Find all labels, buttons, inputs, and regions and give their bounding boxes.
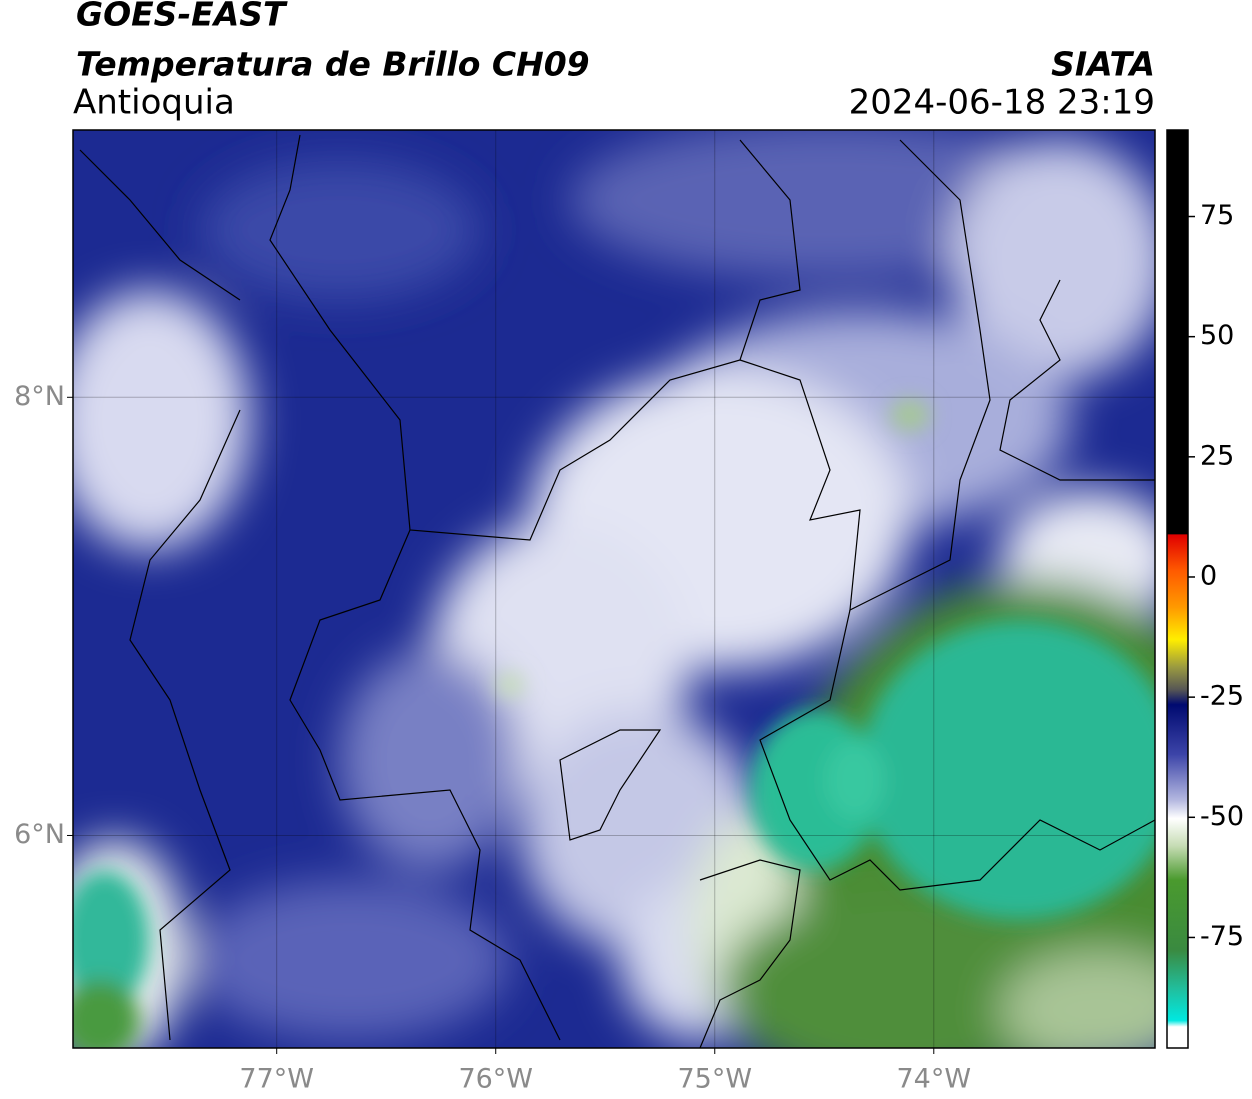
source: SIATA [1051, 45, 1155, 84]
x-tick-label: 76°W [458, 1064, 533, 1095]
colorbar-tick-label: -25 [1200, 681, 1244, 712]
colorbar-tick-label: 75 [1200, 200, 1234, 231]
y-tick-label: 8°N [14, 381, 65, 412]
colorbar-tick-label: -75 [1200, 921, 1244, 952]
title: GOES-EAST [76, 0, 288, 34]
satellite-image [73, 130, 1155, 1048]
region: Antioquia [73, 83, 235, 123]
colorbar-tick-label: 50 [1200, 320, 1234, 351]
map-frame [72, 129, 1156, 1049]
x-tick-label: 75°W [677, 1064, 752, 1095]
colorbar [1166, 129, 1189, 1049]
colorbar-ticks: 75 50 25 0 -25 -50 -75 [1188, 200, 1244, 952]
boundaries [79, 134, 1155, 1048]
x-tick-label: 77°W [239, 1064, 314, 1095]
y-tick-label: 6°N [14, 819, 65, 850]
timestamp: 2024-06-18 23:19 [849, 83, 1155, 123]
colorbar-tick-label: 0 [1200, 560, 1217, 591]
colorbar-tick-label: 25 [1200, 440, 1234, 471]
x-tick-label: 74°W [897, 1064, 972, 1095]
grid [67, 130, 1155, 1054]
subtitle: Temperatura de Brillo CH09 [76, 45, 590, 84]
colorbar-tick-label: -50 [1200, 801, 1244, 832]
